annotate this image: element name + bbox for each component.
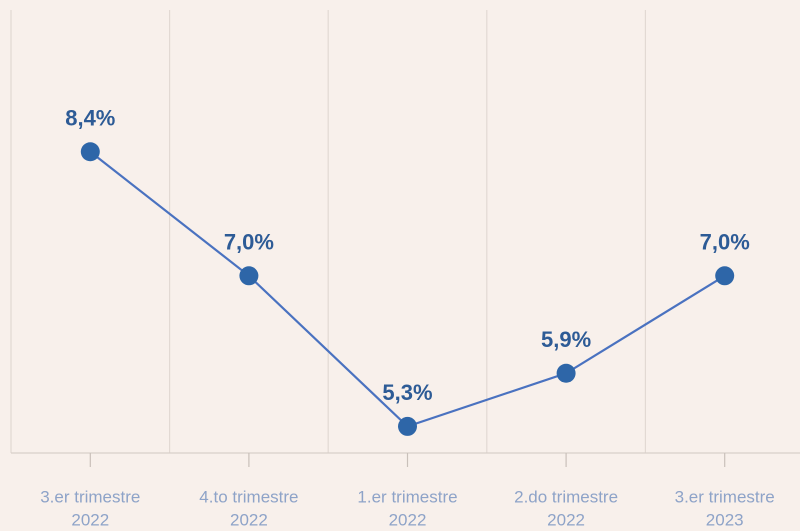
data-point: [715, 266, 735, 286]
data-point: [80, 142, 100, 162]
data-label: 8,4%: [65, 106, 115, 131]
x-tick-label: 2022: [389, 510, 427, 529]
x-tick-label: 2.do trimestre: [514, 487, 618, 506]
data-point: [556, 363, 576, 383]
data-label: 7,0%: [224, 230, 274, 255]
x-tick-label: 4.to trimestre: [199, 487, 298, 506]
data-label: 7,0%: [700, 230, 750, 255]
data-label: 5,3%: [382, 380, 432, 405]
x-tick-label: 2022: [547, 510, 585, 529]
x-tick-label: 2022: [71, 510, 109, 529]
x-tick-label: 3.er trimestre: [675, 487, 775, 506]
data-point: [239, 266, 259, 286]
x-tick-label: 2023: [706, 510, 744, 529]
x-tick-label: 2022: [230, 510, 268, 529]
data-point: [398, 416, 417, 436]
data-label: 5,9%: [541, 327, 591, 352]
x-tick-label: 3.er trimestre: [40, 487, 140, 506]
x-tick-label: 1.er trimestre: [357, 487, 457, 506]
